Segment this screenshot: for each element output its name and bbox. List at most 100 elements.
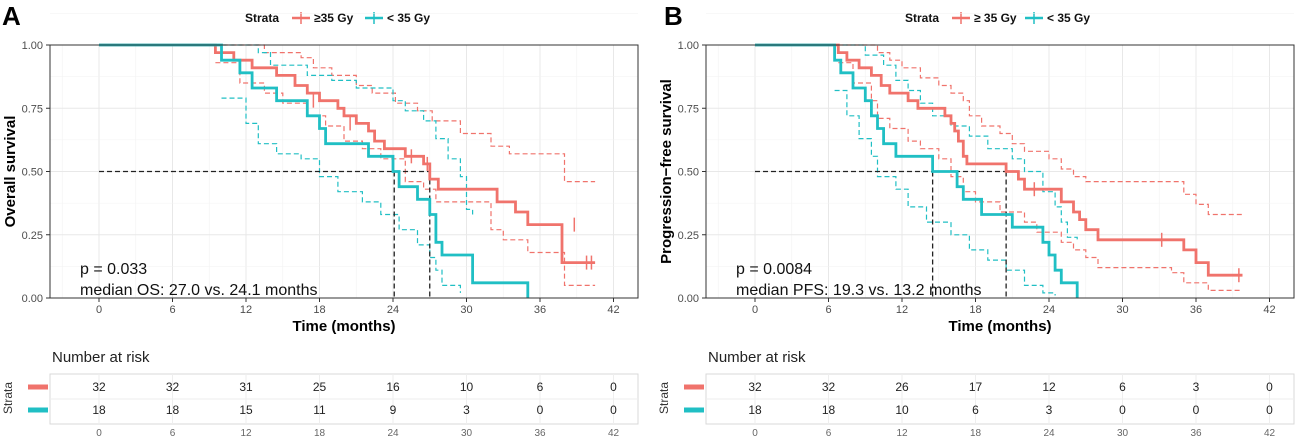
risk-count: 6: [1119, 380, 1126, 394]
km-curve-lt35: [755, 43, 1079, 298]
panel-letter: B: [664, 1, 683, 31]
km-curve-lt35: [99, 43, 530, 298]
risk-x-tick-label: 0: [752, 428, 758, 437]
x-tick-label: 0: [96, 304, 102, 316]
risk-x-tick-label: 18: [314, 428, 326, 437]
x-tick-label: 42: [607, 304, 619, 316]
risk-count: 32: [166, 380, 180, 394]
risk-count: 0: [610, 403, 617, 417]
ci-lower-ge35: [215, 62, 596, 286]
x-tick-label: 30: [1116, 304, 1128, 316]
y-tick-label: 0.00: [678, 293, 699, 305]
x-tick-label: 24: [1043, 304, 1055, 316]
risk-count: 18: [748, 403, 762, 417]
risk-count: 32: [822, 380, 836, 394]
legend-label-lt35: < 35 Gy: [1047, 11, 1090, 25]
ci-upper-ge35: [838, 44, 1243, 216]
x-tick-label: 42: [1263, 304, 1275, 316]
risk-x-tick-label: 6: [170, 428, 176, 437]
risk-count: 16: [386, 380, 400, 394]
ci-lower-lt35: [221, 97, 461, 293]
risk-count: 10: [460, 380, 474, 394]
legend: Strata ≥35 Gy < 35 Gy: [245, 11, 430, 25]
risk-x-tick-label: 36: [534, 428, 546, 437]
risk-x-tick-label: 24: [387, 428, 399, 437]
risk-table-title: Number at risk: [52, 349, 150, 366]
median-annotation: median OS: 27.0 vs. 24.1 months: [80, 282, 317, 299]
x-tick-label: 24: [387, 304, 399, 316]
median-lines: [99, 170, 431, 298]
y-tick-label: 0.75: [22, 103, 43, 115]
p-value: p = 0.0084: [736, 261, 812, 278]
legend-label-ge35: ≥35 Gy: [314, 11, 354, 25]
x-tick-label: 0: [752, 304, 758, 316]
risk-count: 25: [313, 380, 327, 394]
risk-count: 0: [1193, 403, 1200, 417]
ci-upper-ge35: [215, 44, 596, 183]
y-tick-label: 0.50: [678, 167, 699, 179]
risk-table-title: Number at risk: [708, 349, 806, 366]
x-tick-label: 36: [1190, 304, 1202, 316]
risk-count: 9: [390, 403, 397, 417]
risk-x-tick-label: 12: [896, 428, 908, 437]
risk-x-tick-label: 6: [826, 428, 832, 437]
x-tick-label: 18: [313, 304, 325, 316]
risk-count: 0: [1119, 403, 1126, 417]
risk-x-tick-label: 0: [96, 428, 102, 437]
ci-lower-lt35: [834, 89, 1056, 296]
ci-lower-ge35: [838, 62, 1243, 291]
median-annotation: median PFS: 19.3 vs. 13.2 months: [736, 282, 981, 299]
risk-strata-label: Strata: [1, 382, 15, 414]
risk-count: 0: [1266, 380, 1273, 394]
x-tick-label: 6: [169, 304, 175, 316]
risk-count: 10: [895, 403, 909, 417]
risk-count: 12: [1042, 380, 1056, 394]
risk-count: 6: [972, 403, 979, 417]
y-tick-label: 0.25: [678, 230, 699, 242]
panel-letter: A: [2, 1, 21, 31]
panel-b: B Strata ≥ 35 Gy < 35 Gy0 6 12 18 24 30 36 420.000…: [657, 1, 1295, 437]
risk-count: 32: [92, 380, 106, 394]
risk-count: 26: [895, 380, 909, 394]
ci-upper-lt35: [221, 44, 474, 215]
legend-title: Strata: [905, 11, 939, 25]
risk-count: 3: [1193, 380, 1200, 394]
risk-count: 18: [822, 403, 836, 417]
risk-count: 31: [239, 380, 253, 394]
risk-count: 32: [748, 380, 762, 394]
risk-x-tick-label: 24: [1043, 428, 1055, 437]
risk-x-tick-label: 12: [240, 428, 252, 437]
km-curve-ge35: [99, 43, 596, 264]
risk-count: 18: [92, 403, 106, 417]
x-tick-label: 12: [896, 304, 908, 316]
x-tick-label: 36: [534, 304, 546, 316]
legend-label-lt35: < 35 Gy: [387, 11, 430, 25]
y-axis-title: Overall survival: [2, 116, 19, 228]
panel-a: A Strata ≥35 Gy < 35 Gy0 6 12 18 24 30 36 420.000.…: [1, 1, 639, 437]
legend-label-ge35: ≥ 35 Gy: [974, 11, 1017, 25]
risk-count: 0: [1266, 403, 1273, 417]
risk-x-tick-label: 36: [1190, 428, 1202, 437]
x-tick-label: 18: [969, 304, 981, 316]
risk-x-tick-label: 42: [1264, 428, 1276, 437]
risk-count: 18: [166, 403, 180, 417]
risk-x-tick-label: 30: [1117, 428, 1129, 437]
y-tick-label: 0.25: [22, 230, 43, 242]
x-tick-label: 30: [460, 304, 472, 316]
ci-upper-lt35: [834, 44, 1078, 243]
y-tick-label: 0.50: [22, 167, 43, 179]
risk-strata-label: Strata: [657, 382, 671, 414]
risk-x-tick-label: 18: [970, 428, 982, 437]
x-tick-label: 12: [240, 304, 252, 316]
x-tick-label: 6: [825, 304, 831, 316]
risk-count: 3: [463, 403, 470, 417]
median-lines: [755, 170, 1007, 298]
risk-count: 0: [537, 403, 544, 417]
x-axis-title: Time (months): [292, 318, 395, 335]
y-axis-title: Progression−free survival: [658, 79, 675, 264]
risk-x-tick-label: 42: [608, 428, 620, 437]
km-curve-ge35: [755, 43, 1243, 277]
